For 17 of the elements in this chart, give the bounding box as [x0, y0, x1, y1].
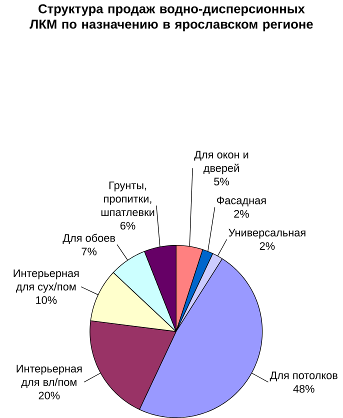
data-label: 48% — [293, 384, 314, 393]
data-label: 2% — [234, 210, 249, 218]
data-label: 7% — [82, 248, 97, 256]
data-label: 2% — [260, 242, 275, 250]
slice-label: Для потолков — [270, 372, 338, 382]
data-label: 6% — [120, 222, 136, 230]
slice-label: Фасадная — [217, 196, 266, 206]
slice-label: Интерьерная для вл/пом — [16, 364, 82, 388]
data-label: 5% — [214, 178, 230, 186]
data-label: 10% — [36, 296, 57, 304]
data-label: 20% — [38, 392, 60, 400]
chart-title: Структура продаж водно-дисперсионных ЛКМ по назначению в ярославском регионе — [30, 4, 313, 32]
slice-label: Для обоев — [62, 234, 116, 244]
slice-label: Универсальная — [228, 228, 306, 239]
slice-label: Для окон и дверей — [194, 150, 248, 174]
slice-label: Грунты, пропитки, шпатлевки — [101, 182, 154, 216]
slice-label: Интерьерная для сух/пом — [14, 269, 79, 293]
